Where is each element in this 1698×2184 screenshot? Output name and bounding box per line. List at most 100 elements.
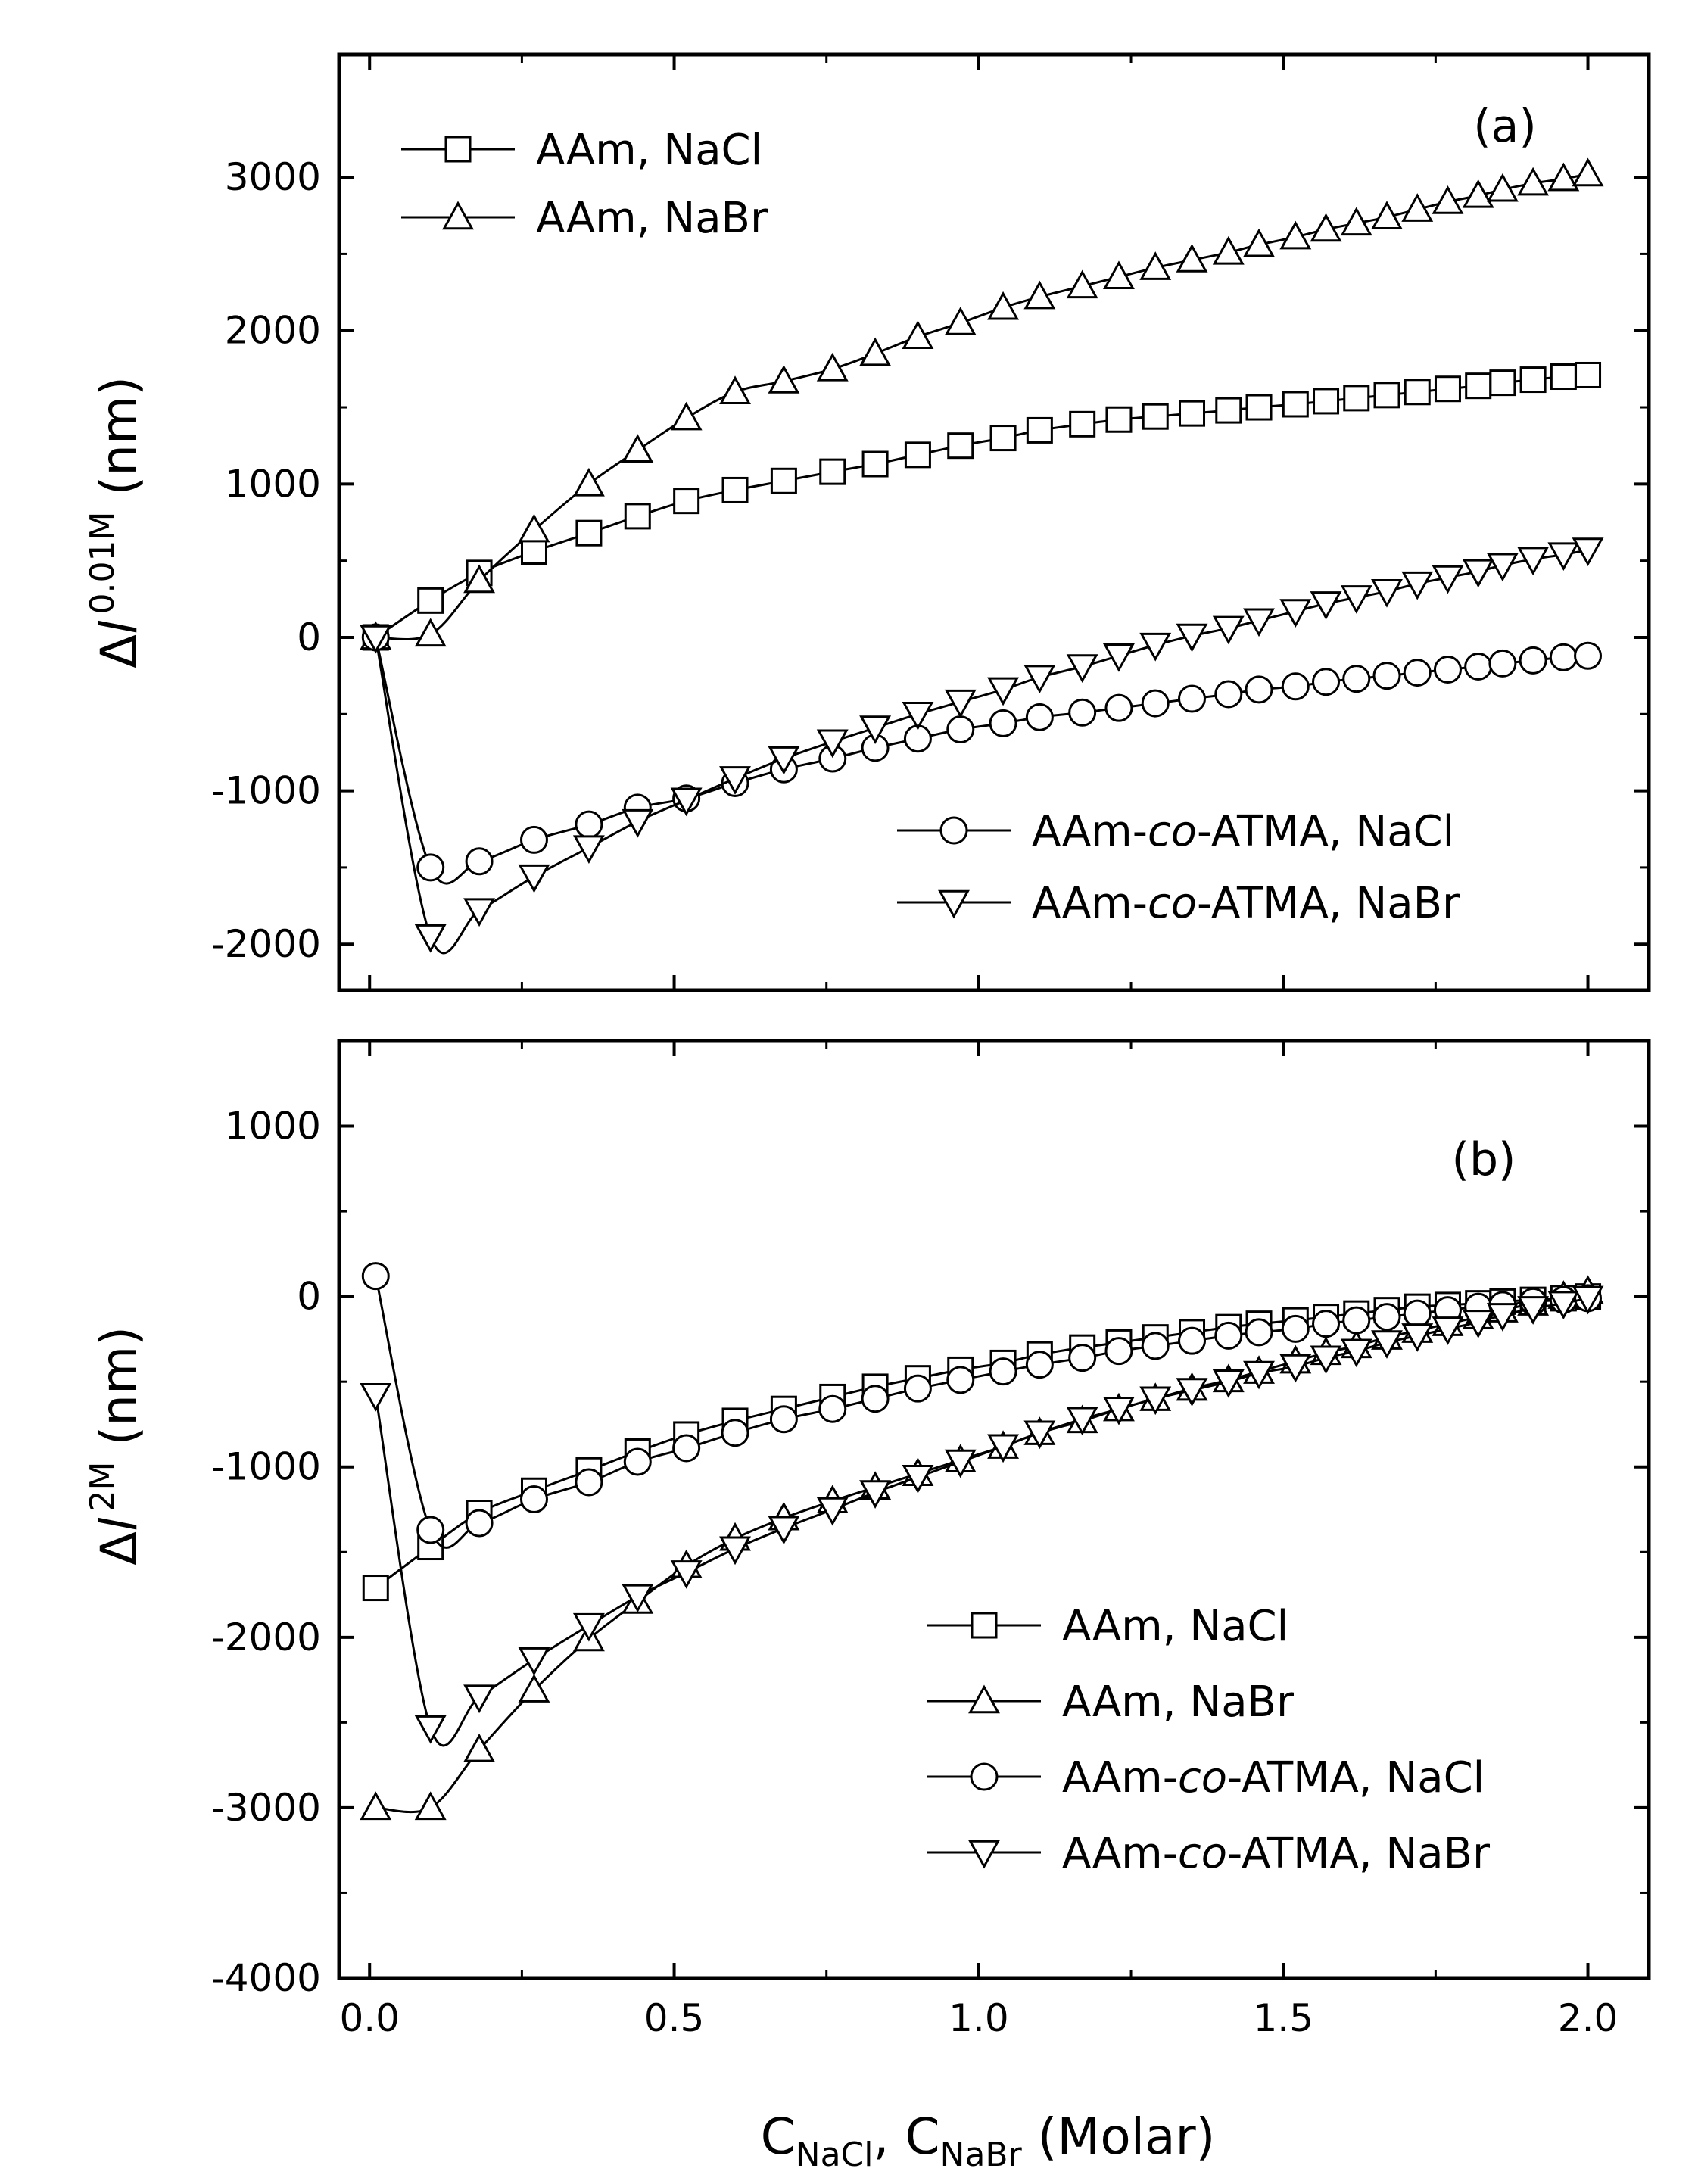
panel-a-legend-marker-aam-nabr bbox=[442, 201, 474, 230]
panel-a-point-aam-co-atma-nabr-29 bbox=[1517, 547, 1550, 576]
panel-b-point-aam-co-atma-nacl-19 bbox=[1214, 1321, 1243, 1350]
panel-a-point-aam-co-atma-nacl-27 bbox=[1464, 652, 1493, 681]
panel-b-point-aam-co-atma-nacl-14 bbox=[1025, 1351, 1054, 1379]
panel-b-ytick-label-0: -4000 bbox=[211, 1956, 321, 2000]
panel-b-point-aam-co-atma-nabr-7 bbox=[719, 1536, 751, 1566]
panel-a-point-aam-co-atma-nacl-15 bbox=[1068, 698, 1097, 727]
panel-b-ytick-label-1: -3000 bbox=[211, 1786, 321, 1830]
panel-a-ytick-label-3: 1000 bbox=[225, 462, 321, 506]
panel-b-point-aam-co-atma-nacl-4 bbox=[575, 1468, 603, 1497]
panel-b-point-aam-co-atma-nacl-17 bbox=[1141, 1332, 1170, 1360]
panel-b-point-aam-co-atma-nabr-14 bbox=[1023, 1420, 1056, 1450]
panel-a-point-aam-co-atma-nabr-1 bbox=[414, 924, 447, 953]
panel-a-point-aam-nacl-31 bbox=[1575, 361, 1602, 388]
panel-b-ticks: -4000 -3000 -2000 -1000 0 1000 0.0 0.5 1.0 1.5 2.0 bbox=[211, 1041, 1649, 2040]
panel-a-point-aam-co-atma-nacl-24 bbox=[1372, 662, 1401, 690]
panel-b-point-aam-co-atma-nabr-0 bbox=[360, 1382, 392, 1412]
panel-a-point-aam-co-atma-nacl-13 bbox=[989, 709, 1017, 737]
panel-a-series-aam-co-atma-nabr bbox=[360, 537, 1604, 955]
panel-a-point-aam-nacl-29 bbox=[1519, 366, 1547, 394]
panel-b-series-aam-nabr bbox=[360, 1275, 1604, 1821]
panel-a-point-aam-nabr-22 bbox=[1310, 213, 1342, 242]
xlabel-sub1: NaCl bbox=[796, 2136, 874, 2174]
panel-a-ylabel: Δl 0.01M (nm) bbox=[83, 376, 148, 668]
panel-a-point-aam-co-atma-nabr-12 bbox=[944, 689, 977, 718]
panel-b-point-aam-co-atma-nabr-18 bbox=[1176, 1378, 1208, 1407]
panel-a-point-aam-co-atma-nacl-18 bbox=[1178, 684, 1207, 713]
panel-b-point-aam-nabr-0 bbox=[360, 1791, 392, 1821]
xtick-label-1: 0.5 bbox=[644, 1996, 705, 2040]
panel-a-point-aam-nacl-21 bbox=[1282, 391, 1309, 418]
panel-a-point-aam-nacl-24 bbox=[1373, 382, 1400, 409]
panel-a-point-aam-co-atma-nabr-6 bbox=[670, 787, 703, 817]
panel-b-line-aam-nabr bbox=[375, 1290, 1588, 1814]
panel-b-legend-label-aam-co-atma-nabr: AAm-co-ATMA, NaBr bbox=[1062, 1829, 1491, 1878]
xlabel-sep: , C bbox=[874, 2108, 940, 2166]
panel-a-ytick-label-4: 2000 bbox=[225, 309, 321, 353]
panel-a-point-aam-nabr-31 bbox=[1572, 157, 1604, 187]
panel-a-point-aam-nacl-1 bbox=[417, 587, 444, 614]
panel-b-ylabel-l: l bbox=[90, 1517, 148, 1531]
panel-a-point-aam-nabr-7 bbox=[719, 375, 751, 404]
panel-a-point-aam-co-atma-nabr-28 bbox=[1486, 553, 1519, 582]
panel-b-point-aam-co-atma-nabr-6 bbox=[670, 1560, 703, 1589]
panel-b-point-aam-co-atma-nacl-2 bbox=[465, 1509, 494, 1538]
panel-a-tag: (a) bbox=[1473, 100, 1537, 153]
panel-a-ytick-label-5: 3000 bbox=[225, 155, 321, 199]
panel-a-legend-label-aam-co-atma-nabr: AAm-co-ATMA, NaBr bbox=[1032, 879, 1460, 928]
panel-b-point-aam-co-atma-nacl-23 bbox=[1342, 1306, 1371, 1335]
panel-b-point-aam-nacl-0 bbox=[362, 1575, 389, 1602]
panel-a-point-aam-nabr-18 bbox=[1176, 244, 1208, 273]
panel-a-point-aam-nacl-5 bbox=[624, 503, 651, 530]
panel-a-point-aam-co-atma-nabr-24 bbox=[1371, 578, 1403, 608]
panel-a-series bbox=[360, 157, 1604, 955]
panel-a-legend-marker-aam-co-atma-nabr bbox=[938, 889, 970, 919]
panel-b-point-aam-co-atma-nacl-15 bbox=[1068, 1344, 1097, 1372]
panel-a-point-aam-co-atma-nacl-20 bbox=[1245, 675, 1273, 704]
panel-a-point-aam-co-atma-nacl-16 bbox=[1104, 693, 1133, 722]
panel-a-point-aam-nacl-11 bbox=[904, 441, 931, 469]
panel-a-point-aam-nacl-27 bbox=[1465, 372, 1492, 400]
panel-a-point-aam-nabr-15 bbox=[1066, 269, 1098, 299]
panel-a-legend-label-aam-nacl: AAm, NaCl bbox=[536, 126, 762, 175]
panel-a-point-aam-co-atma-nacl-17 bbox=[1141, 689, 1170, 718]
panel-a-point-aam-co-atma-nabr-20 bbox=[1243, 608, 1275, 637]
panel-a-point-aam-nabr-30 bbox=[1547, 162, 1580, 192]
panel-b-point-aam-co-atma-nabr-20 bbox=[1243, 1360, 1275, 1390]
panel-a-point-aam-co-atma-nacl-2 bbox=[465, 847, 494, 876]
panel-a-point-aam-co-atma-nacl-19 bbox=[1214, 680, 1243, 709]
panel-a-point-aam-nabr-6 bbox=[670, 401, 703, 431]
panel-b-series bbox=[360, 1262, 1604, 1821]
panel-a-point-aam-nabr-19 bbox=[1212, 235, 1245, 265]
panel-a-point-aam-nacl-26 bbox=[1434, 375, 1461, 403]
panel-b-point-aam-co-atma-nabr-28 bbox=[1486, 1303, 1519, 1332]
panel-a-point-aam-co-atma-nacl-28 bbox=[1488, 649, 1517, 678]
panel-a-point-aam-nabr-23 bbox=[1340, 207, 1372, 236]
panel-a-point-aam-nabr-21 bbox=[1279, 220, 1312, 250]
panel-a-point-aam-nacl-16 bbox=[1105, 406, 1133, 433]
panel-a-ylabel-sup: 0.01M bbox=[83, 512, 122, 615]
panel-b-point-aam-co-atma-nabr-15 bbox=[1066, 1407, 1098, 1436]
xlabel-rest: (Molar) bbox=[1022, 2108, 1216, 2166]
panel-a-point-aam-nacl-3 bbox=[520, 537, 547, 565]
panel-b-ylabel-sup: 2M bbox=[83, 1462, 122, 1512]
panel-a-point-aam-nabr-24 bbox=[1371, 201, 1403, 230]
panel-a-point-aam-nabr-13 bbox=[987, 291, 1020, 320]
panel-a-point-aam-co-atma-nacl-12 bbox=[946, 715, 975, 744]
panel-a-point-aam-co-atma-nacl-22 bbox=[1312, 668, 1341, 696]
panel-a-point-aam-nabr-12 bbox=[944, 307, 977, 335]
panel-a-point-aam-co-atma-nabr-21 bbox=[1279, 599, 1312, 628]
panel-b-point-aam-co-atma-nacl-16 bbox=[1104, 1337, 1133, 1366]
panel-b-ylabel-unit: (nm) bbox=[90, 1326, 148, 1462]
panel-a-point-aam-nabr-11 bbox=[902, 320, 934, 350]
panel-b-point-aam-co-atma-nabr-27 bbox=[1462, 1310, 1494, 1338]
panel-a-ytick-label-0: -2000 bbox=[211, 922, 321, 966]
panel-b-point-aam-co-atma-nabr-13 bbox=[987, 1434, 1020, 1463]
panel-b-legend-entry-aam-co-atma-nabr: AAm-co-ATMA, NaBr bbox=[927, 1829, 1491, 1878]
panel-b-point-aam-nabr-1 bbox=[414, 1791, 447, 1821]
panel-b-ylabel: Δl 2M (nm) bbox=[83, 1326, 148, 1566]
panel-b-frame bbox=[337, 1039, 1651, 1980]
panel-a-point-aam-co-atma-nabr-27 bbox=[1462, 559, 1494, 588]
xtick-label-3: 1.5 bbox=[1253, 1996, 1313, 2040]
panel-a-point-aam-co-atma-nabr-26 bbox=[1432, 565, 1464, 594]
